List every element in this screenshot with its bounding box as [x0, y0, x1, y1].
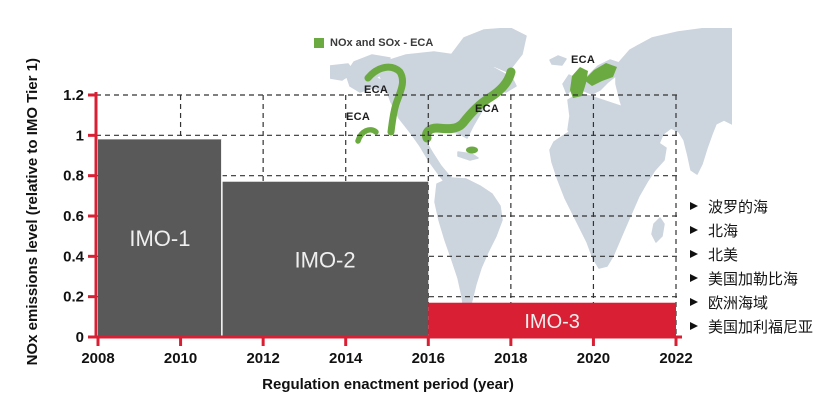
y-tick-label: 0.2 [63, 289, 84, 306]
eca-zone-caribbean [466, 146, 478, 154]
eca-label-hawaii: ECA [346, 111, 371, 123]
y-tick-label: 0.8 [63, 168, 84, 185]
eca-label-europe: ECA [571, 54, 596, 66]
eca-zone-hawaii [355, 127, 379, 144]
eca-zone-north-sea [570, 67, 588, 98]
x-tick-label: 2010 [164, 350, 197, 367]
eca-zone-north-america-west [364, 63, 406, 136]
legend: NOx and SOx - ECA [314, 37, 433, 49]
eca-label-alaska: ECA [364, 84, 389, 96]
x-tick-label: 2016 [412, 350, 445, 367]
eca-zone-north-america-east-gulf [422, 67, 516, 143]
eca-zone-baltic-sea [584, 63, 617, 86]
arrow-bullet-icon [690, 250, 698, 258]
y-tick-label: 0 [76, 329, 84, 346]
legend-label: NOx and SOx - ECA [330, 37, 434, 49]
arrow-bullet-icon [690, 298, 698, 306]
eca-region-list: 波罗的海 北海 北美 美国加勒比海 欧洲海域 美国加利福尼亚 [690, 194, 813, 338]
bar-label-imo-2: IMO-2 [295, 247, 356, 272]
bar-label-imo-3: IMO-3 [524, 311, 580, 333]
y-tick-label: 0.6 [63, 208, 84, 225]
list-item: 北美 [690, 242, 813, 266]
list-item: 美国加利福尼亚 [690, 314, 813, 338]
x-tick-label: 2020 [577, 350, 610, 367]
list-item: 波罗的海 [690, 194, 813, 218]
x-tick-label: 2014 [329, 350, 363, 367]
list-item: 北海 [690, 218, 813, 242]
bar-imo-2 [221, 181, 429, 337]
arrow-bullet-icon [690, 226, 698, 234]
y-axis-title: NOx emissions level (relative to IMO Tie… [23, 58, 41, 366]
list-item: 美国加勒比海 [690, 266, 813, 290]
bar-imo-1 [98, 139, 222, 337]
eca-label-east-coast: ECA [475, 103, 500, 115]
arrow-bullet-icon [690, 274, 698, 282]
arrow-bullet-icon [690, 322, 698, 330]
x-tick-label: 2012 [246, 350, 279, 367]
eca-zones [355, 63, 617, 154]
map-landmasses [330, 28, 732, 312]
bar-imo-3 [428, 302, 676, 337]
y-tick-label: 1.2 [63, 87, 84, 104]
legend-swatch-icon [314, 38, 324, 48]
x-axis-title: Regulation enactment period (year) [262, 376, 514, 393]
y-tick-label: 0.4 [63, 248, 85, 265]
x-tick-label: 2008 [81, 350, 114, 367]
x-tick-label: 2022 [659, 350, 692, 367]
bar-label-imo-1: IMO-1 [129, 226, 190, 251]
y-tick-label: 1 [76, 127, 84, 144]
arrow-bullet-icon [690, 202, 698, 210]
x-tick-label: 2018 [494, 350, 527, 367]
world-map [330, 28, 732, 312]
list-item: 欧洲海域 [690, 290, 813, 314]
